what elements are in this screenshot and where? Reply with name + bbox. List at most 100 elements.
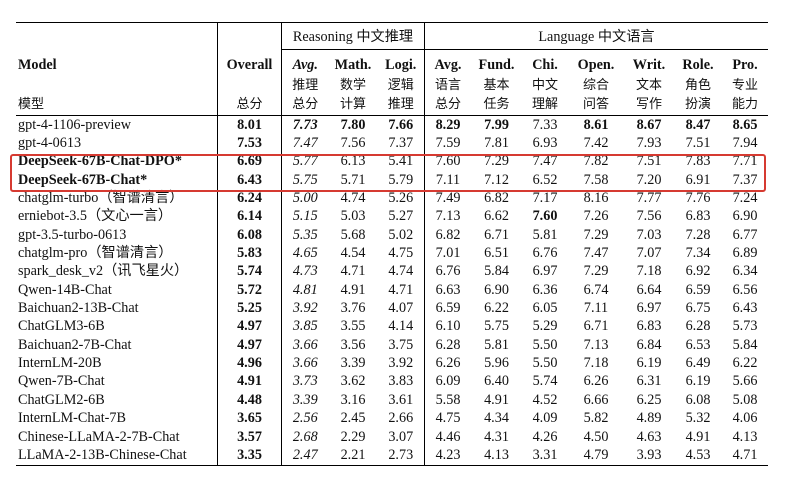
header-language-avg-cn1: 语言 (424, 74, 471, 93)
r_avg-score-cell: 3.85 (281, 317, 329, 337)
open-score-cell: 6.66 (583, 391, 609, 408)
chi-score-cell: 5.50 (532, 336, 558, 353)
role-score-cell: 6.59 (685, 281, 711, 298)
language-group-header: Language 中文语言 (424, 23, 768, 50)
table-row: gpt-4-0613 7.53 7.47 7.56 7.37 7.59 7.81 6.93 7.… (16, 134, 768, 153)
l_avg-score-cell: 6.76 (424, 262, 471, 282)
math-score-cell: 7.80 (328, 115, 378, 135)
overall-score-cell: 7.53 (217, 134, 282, 153)
math-score-cell: 2.21 (328, 446, 378, 466)
fund-score-cell: 7.29 (484, 153, 509, 170)
chi-score-cell: 4.09 (532, 410, 558, 427)
table-row: Baichuan2-13B-Chat 5.25 3.92 3.76 4.07 6.59 6.… (16, 299, 768, 318)
math-score-cell: 2.29 (340, 428, 366, 445)
overall-score-cell: 5.25 (217, 299, 282, 318)
open-score-cell: 4.79 (568, 446, 624, 466)
r_avg-score-cell: 5.75 (281, 171, 329, 190)
writ-score-cell: 8.67 (624, 115, 674, 135)
header-reasoning-avg-cn2: 总分 (281, 93, 329, 116)
pro-score-cell: 7.37 (732, 171, 758, 188)
header-fund-cn2: 任务 (483, 97, 510, 112)
header-reasoning-avg: Avg. (281, 49, 329, 74)
fund-score-cell: 5.81 (484, 336, 509, 353)
r_avg-score-cell: 4.81 (281, 281, 329, 300)
open-score-cell: 7.42 (583, 135, 609, 152)
fund-score-cell: 6.71 (484, 226, 509, 243)
chi-score-cell: 4.52 (532, 391, 558, 408)
open-score-cell: 5.82 (583, 410, 609, 427)
overall-score-cell: 5.74 (217, 262, 282, 282)
pro-score-cell: 5.73 (732, 318, 758, 335)
logi-score-cell: 5.27 (388, 208, 414, 225)
table-row: DeepSeek-67B-Chat* 6.43 5.75 5.71 5.79 7.11 7.… (16, 171, 768, 190)
header-writ-cn2: 写作 (635, 97, 662, 112)
r_avg-score-cell: 7.47 (281, 134, 329, 153)
header-pro: Pro. (732, 57, 758, 73)
fund-score-cell: 5.84 (484, 263, 509, 280)
model-name-cell: Baichuan2-13B-Chat (18, 300, 139, 317)
pro-score-cell: 7.24 (732, 190, 758, 207)
pro-score-cell: 6.56 (732, 281, 758, 298)
pro-score-cell: 5.84 (732, 336, 758, 353)
role-score-cell: 5.32 (685, 410, 711, 427)
table-row: LLaMA-2-13B-Chinese-Chat 3.35 2.47 2.21 2.73… (16, 446, 768, 466)
role-score-cell: 6.83 (685, 208, 711, 225)
header-logi: Logi. (385, 57, 417, 73)
role-score-cell: 6.91 (685, 171, 711, 188)
role-score-cell: 4.53 (674, 446, 722, 466)
chi-score-cell: 3.31 (522, 446, 568, 466)
table-row: erniebot-3.5（文心一言） 6.14 5.15 5.03 5.27 7.13 6.… (16, 207, 768, 227)
writ-score-cell: 6.97 (636, 300, 662, 317)
chi-score-cell: 5.29 (532, 318, 558, 335)
writ-score-cell: 7.20 (636, 171, 662, 188)
header-overall-cn: 总分 (217, 93, 282, 116)
chi-score-cell: 7.17 (532, 190, 558, 207)
fund-score-cell: 4.31 (484, 428, 509, 445)
header-role-cn1: 角色 (684, 78, 711, 93)
table-row: Baichuan2-7B-Chat 4.97 3.66 3.56 3.75 6.28 5.8… (16, 336, 768, 355)
logi-score-cell: 4.14 (388, 318, 414, 335)
model-name-cell: DeepSeek-67B-Chat-DPO* (18, 153, 182, 170)
open-score-cell: 7.13 (583, 336, 609, 353)
role-score-cell: 7.51 (685, 135, 711, 152)
math-score-cell: 3.62 (340, 373, 366, 390)
model-name-cell: gpt-4-0613 (18, 135, 82, 152)
writ-score-cell: 6.31 (636, 373, 662, 390)
role-score-cell: 7.76 (685, 190, 711, 207)
writ-score-cell: 4.63 (636, 428, 662, 445)
logi-score-cell: 4.07 (388, 300, 414, 317)
pro-score-cell: 7.71 (732, 153, 758, 170)
math-score-cell: 6.13 (340, 153, 366, 170)
l_avg-score-cell: 6.10 (424, 317, 471, 337)
role-score-cell: 6.75 (685, 300, 711, 317)
model-name-cell: gpt-4-1106-preview (16, 115, 218, 135)
role-score-cell: 6.08 (685, 391, 711, 408)
writ-score-cell: 6.25 (636, 391, 662, 408)
pro-score-cell: 6.90 (732, 208, 758, 225)
header-language-avg-cn2: 总分 (424, 93, 471, 116)
role-score-cell: 7.34 (685, 245, 711, 262)
header-overall: Overall (217, 49, 282, 74)
header-math-cn2: 计算 (339, 97, 366, 112)
role-score-cell: 6.92 (685, 263, 711, 280)
pro-score-cell: 6.77 (732, 226, 758, 243)
open-score-cell: 7.11 (583, 300, 609, 317)
l_avg-score-cell: 7.01 (424, 244, 471, 263)
writ-score-cell: 7.51 (636, 153, 662, 170)
open-score-cell: 8.16 (583, 190, 609, 207)
header-open: Open. (577, 57, 615, 73)
fund-score-cell: 5.75 (484, 318, 509, 335)
math-score-cell: 4.74 (340, 190, 366, 207)
writ-score-cell: 7.93 (636, 135, 662, 152)
table-row: InternLM-Chat-7B 3.65 2.56 2.45 2.66 4.75 4.34… (16, 409, 768, 428)
math-score-cell: 3.39 (340, 355, 366, 372)
header-math-cn1: 数学 (339, 78, 366, 93)
open-score-cell: 6.71 (583, 318, 609, 335)
logi-score-cell: 4.75 (388, 245, 414, 262)
math-score-cell: 2.45 (340, 410, 366, 427)
logi-score-cell: 3.92 (388, 355, 414, 372)
table-row: Qwen-14B-Chat 5.72 4.81 4.91 4.71 6.63 6.90 6.3… (16, 281, 768, 300)
logi-score-cell: 5.26 (388, 190, 414, 207)
model-name-cell: InternLM-20B (18, 355, 102, 372)
